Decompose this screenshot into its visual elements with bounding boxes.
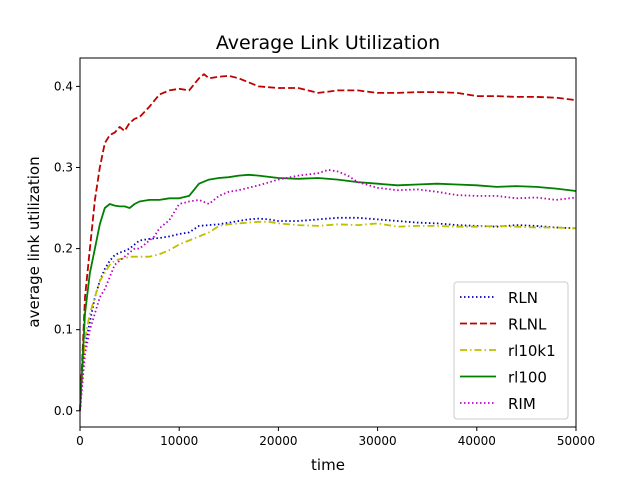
x-tick-label: 50000 <box>557 434 595 448</box>
series-line-rlnl <box>79 73 577 411</box>
y-axis-label: average link utilization <box>25 156 43 327</box>
y-tick-label: 0.1 <box>54 323 73 337</box>
series-line-rln <box>79 216 577 411</box>
x-tick-label: 30000 <box>359 434 397 448</box>
series-line-rl10k1 <box>79 220 577 411</box>
x-axis-ticks: 0 10000 20000 30000 40000 50000 <box>76 427 595 448</box>
legend-label-rlnl: RLNL <box>508 316 547 334</box>
plot-lines <box>79 73 577 411</box>
x-tick-label: 40000 <box>458 434 496 448</box>
legend: RLN RLNL rl10k1 rl100 RIM <box>453 281 569 420</box>
legend-box <box>453 281 569 420</box>
y-tick-label: 0.2 <box>54 242 73 256</box>
x-tick-label: 20000 <box>259 434 297 448</box>
plot-frame <box>79 57 577 428</box>
x-tick-label: 0 <box>76 434 84 448</box>
y-tick-label: 0.3 <box>54 160 73 174</box>
series-line-rl100 <box>79 173 577 411</box>
legend-label-rim: RIM <box>508 395 536 413</box>
legend-label-rl100: rl100 <box>508 369 547 387</box>
y-axis-ticks: 0.0 0.1 0.2 0.3 0.4 <box>54 79 80 418</box>
y-tick-label: 0.4 <box>54 79 73 93</box>
legend-label-rln: RLN <box>508 289 538 307</box>
y-tick-label: 0.0 <box>54 404 73 418</box>
chart-title: Average Link Utilization <box>216 32 440 54</box>
series-line-rim <box>79 168 577 411</box>
legend-label-rl10k1: rl10k1 <box>508 342 556 360</box>
x-axis-label: time <box>311 456 345 474</box>
x-tick-label: 10000 <box>160 434 198 448</box>
